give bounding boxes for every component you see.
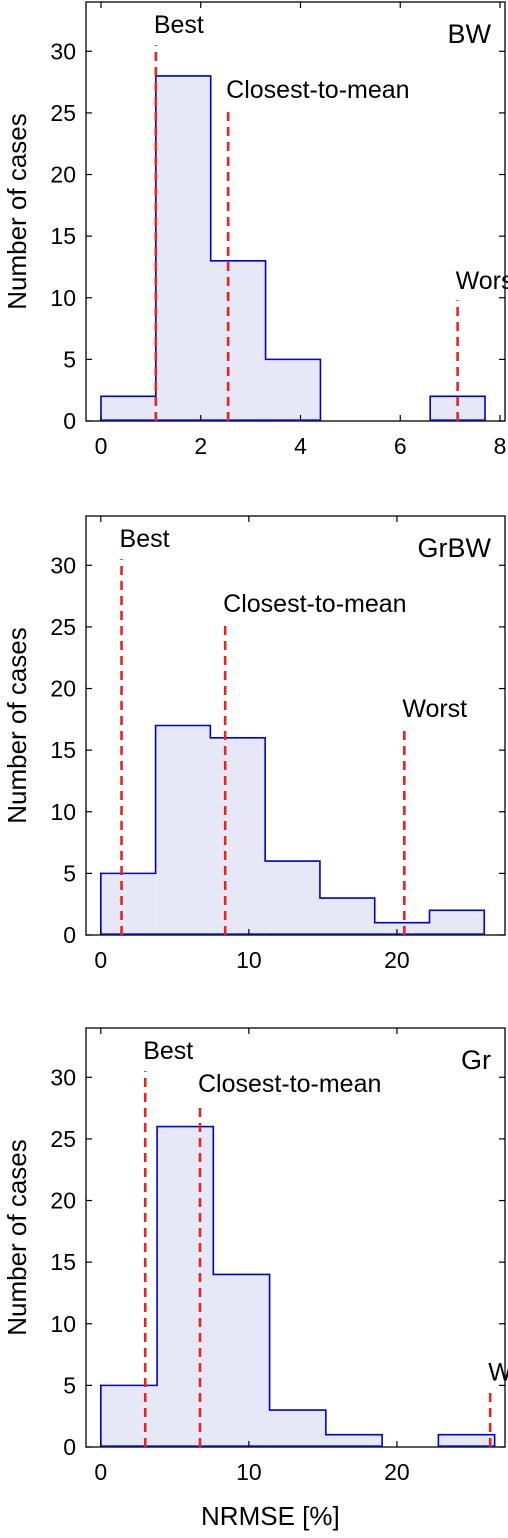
x-tick-label: 4	[294, 433, 307, 459]
marker-label: Worst	[402, 695, 467, 723]
histogram-bar	[374, 922, 430, 935]
x-tick-label: 10	[236, 947, 262, 973]
marker-label: Closest-to-mean	[198, 1070, 381, 1098]
histogram-bar	[210, 737, 266, 935]
marker-label: Best	[154, 11, 204, 39]
y-axis-label: Number of cases	[2, 627, 32, 824]
histogram-outline	[100, 1125, 496, 1447]
x-tick-label: 8	[494, 433, 507, 459]
panel-bw: 0 5 10 15 20 25 30 0 2 4 6 8 Best Closest-to-mean Wors…	[2, 1, 508, 459]
histogram-bar	[100, 396, 156, 421]
y-tick-label: 5	[63, 860, 76, 886]
histogram-bar	[210, 260, 266, 421]
x-tick-label: 20	[384, 947, 410, 973]
marker-label: Worst	[456, 267, 508, 295]
histogram-bar	[438, 1434, 495, 1447]
panel-title: BW	[448, 19, 492, 49]
y-tick-label: 30	[50, 1064, 76, 1090]
histogram-bar	[155, 725, 211, 935]
x-tick-label: 0	[95, 433, 108, 459]
y-tick-label: 15	[50, 223, 76, 249]
histogram-bar	[325, 1434, 383, 1447]
histogram-bar	[100, 1385, 158, 1447]
y-tick-label: 5	[63, 1372, 76, 1398]
y-axis-label: Number of cases	[2, 113, 32, 310]
histogram-bar	[213, 1274, 270, 1447]
x-tick-label: 20	[384, 1459, 410, 1485]
y-tick-label: 10	[50, 285, 76, 311]
x-tick-label: 6	[394, 433, 407, 459]
histogram-bar	[157, 1126, 214, 1447]
y-tick-label: 15	[50, 737, 76, 763]
y-tick-label: 0	[63, 1434, 76, 1460]
histogram-bar	[269, 1410, 326, 1447]
y-tick-label: 25	[50, 614, 76, 640]
x-tick-label: 2	[194, 433, 207, 459]
histogram-bar	[155, 75, 211, 422]
y-tick-label: 0	[63, 922, 76, 948]
y-tick-label: 10	[50, 1311, 76, 1337]
y-tick-label: 0	[63, 408, 76, 434]
y-tick-label: 20	[50, 162, 76, 188]
histogram-bar	[319, 898, 375, 935]
panel-title: Gr	[461, 1045, 491, 1075]
panel-title: GrBW	[418, 533, 492, 563]
histogram-outline	[100, 724, 486, 935]
y-tick-label: 20	[50, 1188, 76, 1214]
y-tick-label: 15	[50, 1249, 76, 1275]
x-axis-label: NRMSE [%]	[201, 1501, 340, 1531]
y-tick-label: 10	[50, 799, 76, 825]
y-tick-label: 5	[63, 346, 76, 372]
y-tick-label: 20	[50, 676, 76, 702]
histogram-bar	[265, 861, 320, 935]
y-tick-label: 25	[50, 100, 76, 126]
histogram-bar	[265, 359, 321, 421]
histogram-bar	[100, 873, 156, 935]
panel-grbw: 0 5 10 15 20 25 30 0 10 20 Best Closest-to-mean Wors…	[2, 515, 506, 973]
marker-label: Best	[143, 1037, 193, 1065]
marker-label: Worst	[488, 1358, 508, 1386]
y-tick-label: 30	[50, 38, 76, 64]
marker-label: Best	[120, 525, 170, 553]
x-tick-label: 0	[94, 1459, 107, 1485]
histogram-outline	[100, 75, 486, 421]
y-tick-label: 30	[50, 552, 76, 578]
marker-label: Closest-to-mean	[226, 76, 409, 104]
axes-box	[85, 1, 506, 422]
y-tick-label: 25	[50, 1126, 76, 1152]
x-tick-label: 0	[94, 947, 107, 973]
histogram-bar	[429, 910, 485, 935]
marker-label: Closest-to-mean	[223, 590, 406, 618]
y-axis-label: Number of cases	[2, 1139, 32, 1336]
x-tick-label: 10	[236, 1459, 262, 1485]
